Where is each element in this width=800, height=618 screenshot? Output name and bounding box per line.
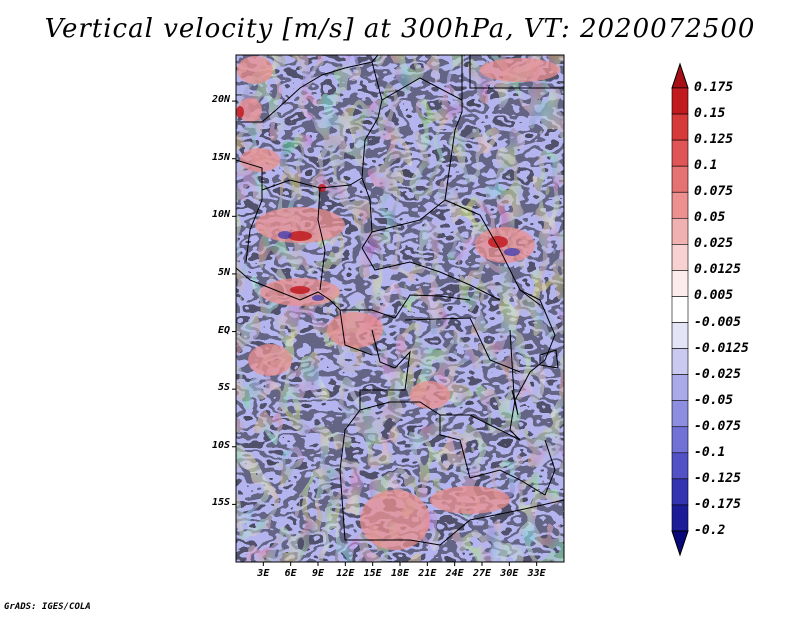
- colorbar-level-label: -0.05: [694, 392, 734, 408]
- colorbar-segment: [671, 244, 689, 271]
- colorbar-level-label: 0.0125: [694, 262, 741, 278]
- colorbar-segment: [671, 165, 689, 193]
- colorbar-segment: [671, 348, 689, 375]
- y-tick-label: EQ: [217, 324, 230, 336]
- colorbar-level-label: -0.125: [694, 470, 741, 486]
- y-tick-label: 5N: [217, 266, 230, 278]
- y-tick-label: 5S: [217, 382, 230, 394]
- colorbar-level-label: 0.075: [694, 184, 734, 200]
- colorbar-segment: [671, 322, 689, 349]
- country-borders: [236, 55, 564, 546]
- colorbar-segment: [671, 504, 689, 532]
- x-tick-label: 24E: [445, 568, 464, 579]
- y-tick-label: 15S: [211, 497, 230, 509]
- vertical-velocity-field: [236, 55, 564, 562]
- y-tick-label: 20N: [211, 94, 230, 106]
- colorbar-top-arrow: [671, 62, 689, 89]
- colorbar-level-label: 0.15: [694, 106, 726, 122]
- colorbar-segment: [671, 191, 689, 219]
- x-tick-label: 33E: [527, 568, 546, 579]
- colorbar-level-label: 0.05: [694, 210, 726, 226]
- colorbar-segment: [671, 400, 689, 428]
- software-credit: GrADS: IGES/COLA: [4, 602, 91, 612]
- colorbar-segment: [671, 217, 689, 245]
- x-tick-label: 21E: [418, 568, 437, 579]
- axis-ticks: [232, 100, 538, 566]
- map-title: Vertical velocity [m/s] at 300hPa, VT: 2…: [44, 14, 756, 44]
- colorbar-level-label: -0.1: [694, 444, 726, 460]
- colorbar: [671, 62, 689, 557]
- x-tick-label: 15E: [363, 568, 382, 579]
- colorbar-level-label: -0.175: [694, 496, 741, 512]
- colorbar-segment: [671, 452, 689, 480]
- colorbar-level-label: 0.1: [694, 158, 718, 174]
- colorbar-level-label: 0.025: [694, 236, 734, 252]
- x-tick-label: 30E: [500, 568, 519, 579]
- y-tick-label: 10N: [211, 209, 230, 221]
- colorbar-level-label: -0.2: [694, 523, 726, 538]
- colorbar-segment: [671, 87, 689, 115]
- colorbar-level-label: -0.005: [694, 314, 741, 330]
- x-tick-label: 9E: [311, 568, 325, 579]
- x-tick-label: 3E: [257, 568, 270, 579]
- colorbar-level-label: -0.075: [694, 418, 741, 434]
- x-tick-label: 12E: [336, 568, 355, 579]
- x-tick-label: 27E: [472, 568, 492, 579]
- colorbar-segment: [671, 426, 689, 454]
- x-tick-label: 18E: [390, 568, 410, 579]
- colorbar-level-label: 0.125: [694, 132, 734, 148]
- colorbar-level-label: -0.0125: [694, 340, 749, 356]
- colorbar-segment: [671, 139, 689, 167]
- colorbar-level-label: 0.175: [694, 80, 734, 95]
- colorbar-segment: [671, 270, 689, 297]
- colorbar-segment: [671, 113, 689, 141]
- colorbar-segment: [671, 296, 689, 323]
- colorbar-level-label: 0.005: [694, 288, 734, 304]
- y-tick-label: 10S: [211, 439, 230, 451]
- colorbar-level-label: -0.025: [694, 366, 741, 382]
- colorbar-bottom-arrow: [671, 530, 689, 557]
- y-tick-label: 15N: [211, 151, 230, 163]
- colorbar-segment: [671, 374, 689, 402]
- colorbar-segment: [671, 478, 689, 506]
- x-tick-label: 6E: [284, 568, 297, 579]
